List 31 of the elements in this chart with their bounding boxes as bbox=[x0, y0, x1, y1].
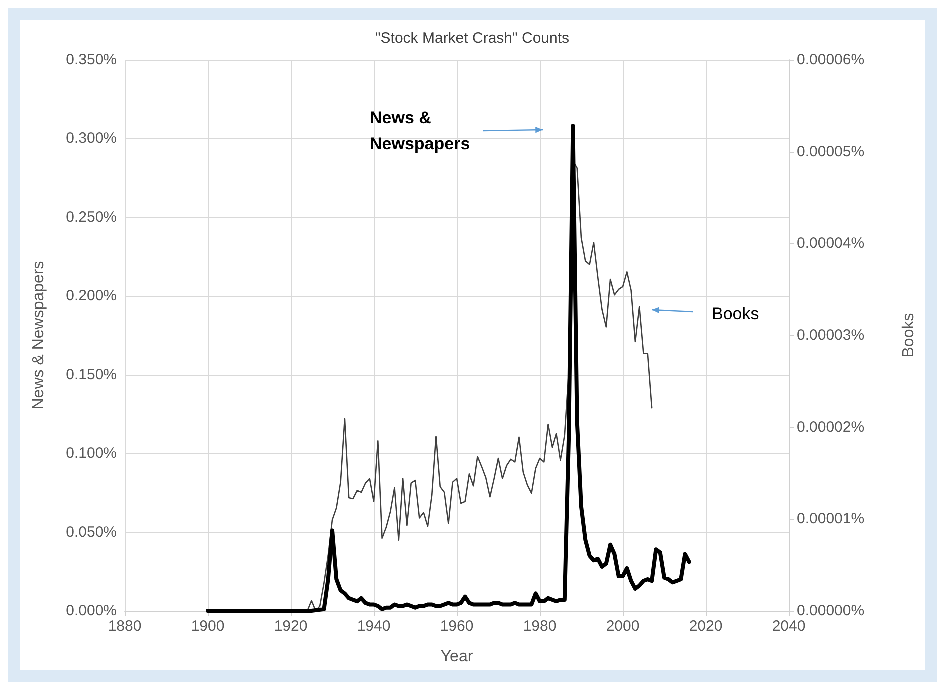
annotation: News & Newspapers bbox=[370, 108, 470, 154]
y2-tick-label: 0.00000% bbox=[797, 602, 865, 620]
y-tick-label: 0.150% bbox=[66, 366, 117, 384]
x-tick-label: 1880 bbox=[108, 618, 142, 635]
line-series bbox=[206, 124, 692, 613]
x-tick-label: 1920 bbox=[274, 618, 308, 635]
y-tick-label: 0.100% bbox=[66, 445, 117, 462]
x-tick-label: 1980 bbox=[523, 618, 557, 635]
y-tick-label: 0.350% bbox=[66, 52, 117, 68]
y-tick-label: 0.200% bbox=[66, 288, 117, 305]
y-tick-label: 0.050% bbox=[66, 524, 117, 541]
y2-tick-label: 0.00001% bbox=[797, 510, 865, 528]
x-tick-label: 1960 bbox=[440, 618, 474, 635]
x-tick-label: 1940 bbox=[357, 618, 391, 635]
y-tick-label: 0.300% bbox=[66, 130, 117, 148]
x-tick-label: 2020 bbox=[689, 618, 723, 635]
y-tick-label: 0.250% bbox=[66, 208, 117, 226]
y-axis-title: News & Newspapers bbox=[30, 261, 48, 410]
y2-tick-label: 0.00004% bbox=[797, 235, 865, 252]
x-axis-title: Year bbox=[440, 648, 474, 666]
annotation: Books bbox=[712, 304, 760, 324]
y2-tick-label: 0.00002% bbox=[797, 418, 865, 436]
x-tick-label: 2000 bbox=[606, 618, 640, 635]
x-tick-label: 2040 bbox=[772, 618, 806, 635]
y2-tick-label: 0.00003% bbox=[797, 327, 865, 344]
y-tick-label: 0.000% bbox=[66, 602, 117, 620]
y2-tick-label: 0.00005% bbox=[797, 143, 865, 160]
x-tick-label: 1900 bbox=[191, 618, 225, 635]
y2-tick-label: 0.00006% bbox=[797, 52, 865, 68]
y2-axis-title: Books bbox=[900, 313, 918, 358]
chart-title: "Stock Market Crash" Counts bbox=[375, 30, 570, 47]
